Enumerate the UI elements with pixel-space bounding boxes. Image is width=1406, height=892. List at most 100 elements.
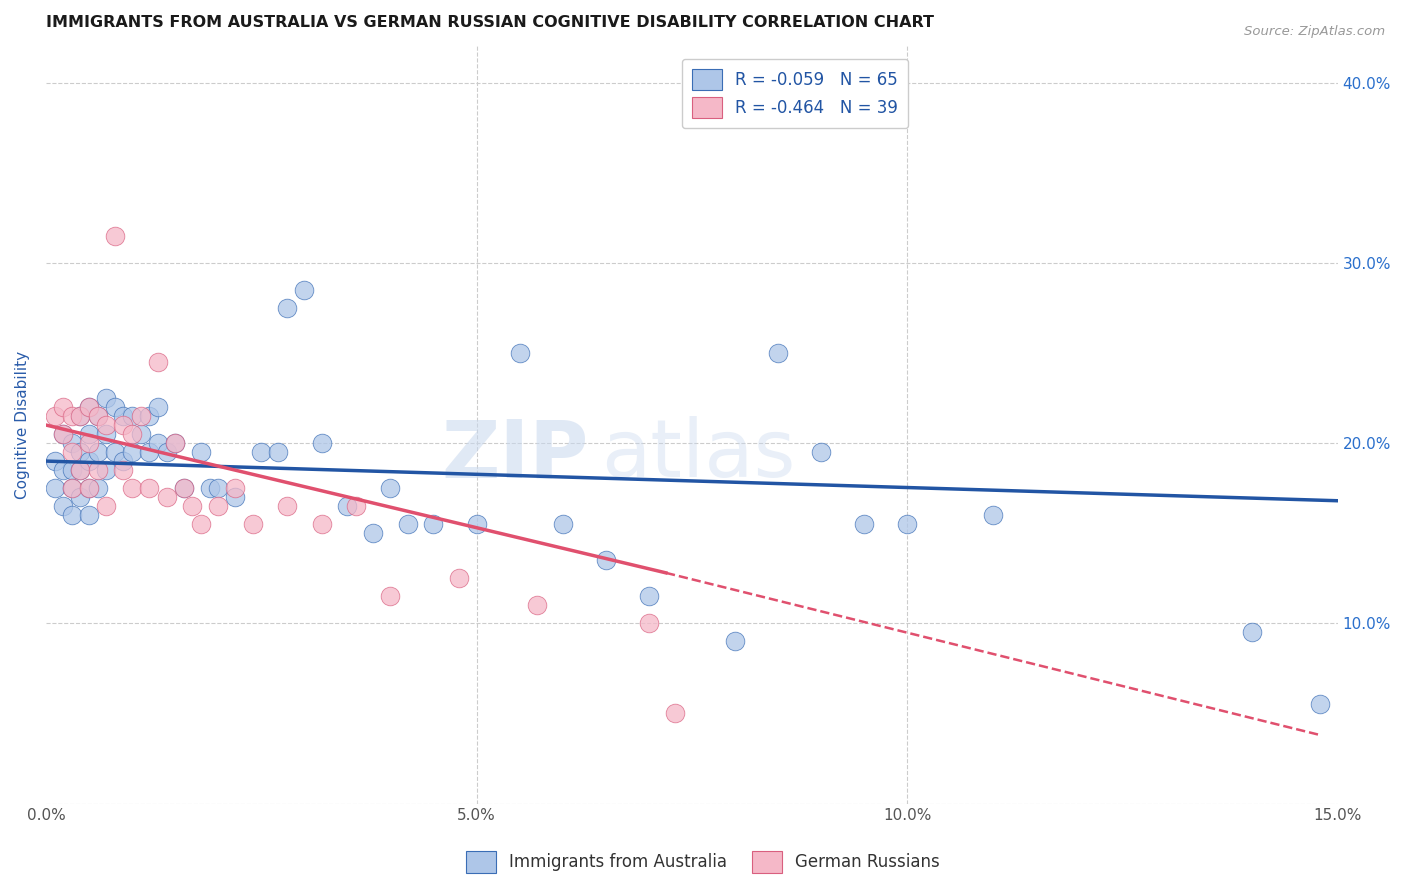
Point [224, 481, 246, 495]
Point [1240, 625, 1263, 640]
Point [52, 427, 75, 442]
Text: atlas: atlas [602, 417, 796, 494]
Y-axis label: Cognitive Disability: Cognitive Disability [15, 351, 30, 500]
Point [96, 417, 118, 432]
Point [637, 616, 659, 631]
Point [449, 571, 471, 585]
Point [69, 463, 91, 477]
Point [86, 409, 108, 423]
Point [896, 517, 918, 532]
Point [77, 400, 100, 414]
Point [207, 481, 229, 495]
Point [60, 481, 83, 495]
Point [69, 463, 91, 477]
Point [810, 445, 832, 459]
Point [526, 599, 548, 613]
Point [86, 409, 108, 423]
Point [86, 445, 108, 459]
Point [60, 508, 83, 523]
Point [96, 463, 118, 477]
Point [112, 417, 135, 432]
Point [207, 499, 229, 513]
Point [121, 427, 143, 442]
Point [112, 463, 135, 477]
Point [224, 490, 246, 504]
Text: Source: ZipAtlas.com: Source: ZipAtlas.com [1244, 25, 1385, 38]
Point [509, 346, 531, 360]
Point [336, 499, 359, 513]
Point [121, 445, 143, 459]
Point [146, 400, 169, 414]
Point [112, 409, 135, 423]
Point [242, 517, 264, 532]
Point [60, 445, 83, 459]
Point [69, 409, 91, 423]
Point [165, 436, 187, 450]
Text: IMMIGRANTS FROM AUSTRALIA VS GERMAN RUSSIAN COGNITIVE DISABILITY CORRELATION CHA: IMMIGRANTS FROM AUSTRALIA VS GERMAN RUSS… [46, 15, 934, 30]
Point [77, 436, 100, 450]
Point [146, 436, 169, 450]
Point [396, 517, 419, 532]
Point [69, 445, 91, 459]
Point [77, 481, 100, 495]
Point [44, 409, 66, 423]
Point [96, 427, 118, 442]
Point [96, 499, 118, 513]
Text: ZIP: ZIP [441, 417, 589, 494]
Point [190, 517, 212, 532]
Point [551, 517, 574, 532]
Point [96, 391, 118, 405]
Point [724, 634, 747, 648]
Point [380, 481, 402, 495]
Point [465, 517, 488, 532]
Point [292, 283, 315, 297]
Point [86, 481, 108, 495]
Point [121, 409, 143, 423]
Point [276, 499, 298, 513]
Point [138, 445, 160, 459]
Point [60, 463, 83, 477]
Point [77, 508, 100, 523]
Point [422, 517, 444, 532]
Point [311, 517, 333, 532]
Point [155, 490, 177, 504]
Point [380, 589, 402, 603]
Point [52, 400, 75, 414]
Point [190, 445, 212, 459]
Point [198, 481, 221, 495]
Point [129, 427, 152, 442]
Point [52, 499, 75, 513]
Point [276, 301, 298, 315]
Point [77, 400, 100, 414]
Point [77, 481, 100, 495]
Point [664, 706, 686, 721]
Point [77, 454, 100, 468]
Point [104, 228, 127, 243]
Point [60, 409, 83, 423]
Point [173, 481, 195, 495]
Point [173, 481, 195, 495]
Point [361, 526, 384, 541]
Point [344, 499, 367, 513]
Point [981, 508, 1004, 523]
Point [766, 346, 789, 360]
Point [165, 436, 187, 450]
Point [250, 445, 273, 459]
Point [637, 589, 659, 603]
Point [155, 445, 177, 459]
Point [69, 409, 91, 423]
Point [595, 553, 617, 567]
Point [121, 481, 143, 495]
Point [44, 481, 66, 495]
Point [138, 481, 160, 495]
Legend: R = -0.059   N = 65, R = -0.464   N = 39: R = -0.059 N = 65, R = -0.464 N = 39 [682, 59, 908, 128]
Legend: Immigrants from Australia, German Russians: Immigrants from Australia, German Russia… [460, 845, 946, 880]
Point [181, 499, 204, 513]
Point [129, 409, 152, 423]
Point [77, 427, 100, 442]
Point [44, 454, 66, 468]
Point [69, 490, 91, 504]
Point [52, 427, 75, 442]
Point [138, 409, 160, 423]
Point [146, 355, 169, 369]
